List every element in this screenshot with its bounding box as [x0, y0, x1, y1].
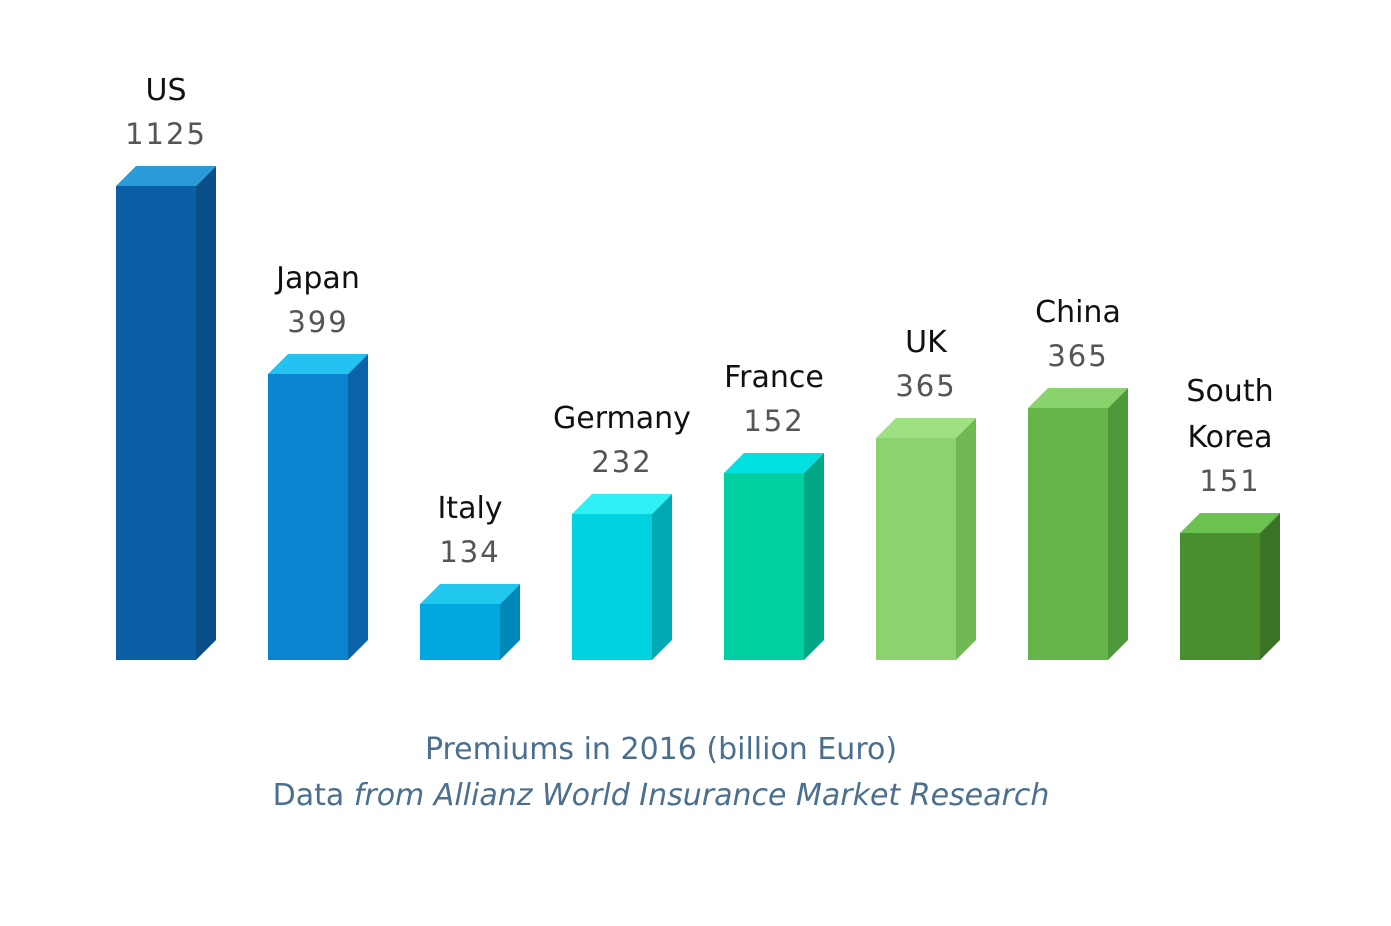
bar-front — [1028, 408, 1108, 660]
chart-caption: Premiums in 2016 (billion Euro) Data fro… — [0, 728, 1322, 820]
value-label: 1125 — [125, 117, 207, 151]
value-label: 365 — [895, 369, 956, 403]
category-label: South — [1186, 374, 1273, 409]
bar-front — [572, 514, 652, 660]
bar-side — [348, 354, 368, 660]
bar-us — [116, 166, 216, 660]
bar-side — [652, 494, 672, 660]
bar-front — [876, 438, 956, 660]
bar-front — [1180, 533, 1260, 660]
bar-side — [500, 584, 520, 660]
bar-italy — [420, 584, 520, 660]
caption-source: Data from Allianz World Insurance Market… — [0, 772, 1322, 820]
category-label: Germany — [553, 401, 691, 436]
category-label: UK — [905, 325, 948, 360]
category-label: France — [724, 360, 824, 395]
category-label: US — [145, 73, 186, 108]
bar-top — [724, 453, 824, 473]
bar-front — [116, 186, 196, 660]
bar-top — [116, 166, 216, 186]
bar-china — [1028, 388, 1128, 660]
bar-top — [1180, 513, 1280, 533]
caption-source-prefix: Data — [272, 778, 354, 813]
caption-title: Premiums in 2016 (billion Euro) — [424, 732, 898, 767]
bar-top — [420, 584, 520, 604]
category-label: China — [1035, 295, 1121, 330]
value-label: 134 — [439, 535, 500, 569]
bar-germany — [572, 494, 672, 660]
bar-uk — [876, 418, 976, 660]
category-label: Italy — [437, 491, 502, 526]
bar-side — [1260, 513, 1280, 660]
bar-top — [572, 494, 672, 514]
value-label: 232 — [591, 445, 652, 479]
bar-side — [804, 453, 824, 660]
value-label: 152 — [743, 404, 804, 438]
bar-top — [1028, 388, 1128, 408]
category-label: Japan — [274, 261, 360, 296]
bar-japan — [268, 354, 368, 660]
bar-south-korea — [1180, 513, 1280, 660]
bar-front — [268, 374, 348, 660]
bar-top — [876, 418, 976, 438]
bar-side — [956, 418, 976, 660]
category-label: Korea — [1187, 420, 1272, 455]
bar-front — [724, 473, 804, 660]
caption-source-italic: from Allianz World Insurance Market Rese… — [353, 778, 1050, 813]
value-label: 365 — [1047, 339, 1108, 373]
bar-front — [420, 604, 500, 660]
bar-side — [196, 166, 216, 660]
value-label: 399 — [287, 305, 348, 339]
bar-side — [1108, 388, 1128, 660]
bar-top — [268, 354, 368, 374]
bar-france — [724, 453, 824, 660]
value-label: 151 — [1199, 464, 1260, 498]
